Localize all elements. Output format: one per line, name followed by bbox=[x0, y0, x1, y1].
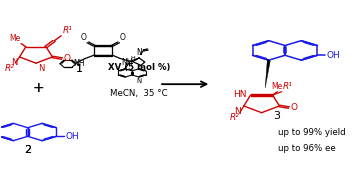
Text: XV (5 mol %): XV (5 mol %) bbox=[108, 63, 170, 72]
Text: Me: Me bbox=[9, 34, 20, 43]
Text: Me: Me bbox=[272, 82, 283, 91]
Text: MeCN,  35 °C: MeCN, 35 °C bbox=[110, 89, 168, 98]
Text: R²: R² bbox=[5, 64, 15, 73]
Text: O: O bbox=[120, 33, 126, 42]
Text: N: N bbox=[136, 48, 142, 57]
Text: OH: OH bbox=[66, 132, 79, 141]
Polygon shape bbox=[265, 59, 270, 88]
Text: +: + bbox=[33, 81, 44, 95]
Text: 1: 1 bbox=[76, 64, 83, 74]
Text: H: H bbox=[131, 56, 135, 61]
Text: N: N bbox=[234, 107, 241, 115]
Text: O: O bbox=[291, 103, 298, 112]
Text: 2: 2 bbox=[24, 145, 31, 155]
Text: R¹: R¹ bbox=[63, 26, 72, 35]
Text: N: N bbox=[11, 57, 18, 67]
Text: O: O bbox=[81, 33, 87, 42]
Text: 1: 1 bbox=[76, 64, 83, 74]
Text: H: H bbox=[141, 66, 145, 71]
Text: up to 99% yield: up to 99% yield bbox=[278, 128, 345, 137]
Text: up to 96% ee: up to 96% ee bbox=[278, 144, 336, 153]
Text: R²: R² bbox=[230, 113, 240, 122]
Text: NH: NH bbox=[121, 58, 132, 67]
Text: R¹: R¹ bbox=[283, 82, 293, 91]
Text: N: N bbox=[38, 64, 44, 73]
Text: 2: 2 bbox=[24, 145, 31, 155]
Text: HN: HN bbox=[233, 90, 246, 99]
Text: O: O bbox=[64, 54, 71, 63]
Text: NH: NH bbox=[73, 59, 84, 68]
Text: OH: OH bbox=[327, 51, 340, 60]
Text: N: N bbox=[136, 78, 142, 84]
Text: 3: 3 bbox=[273, 111, 281, 121]
Text: +: + bbox=[33, 81, 44, 95]
